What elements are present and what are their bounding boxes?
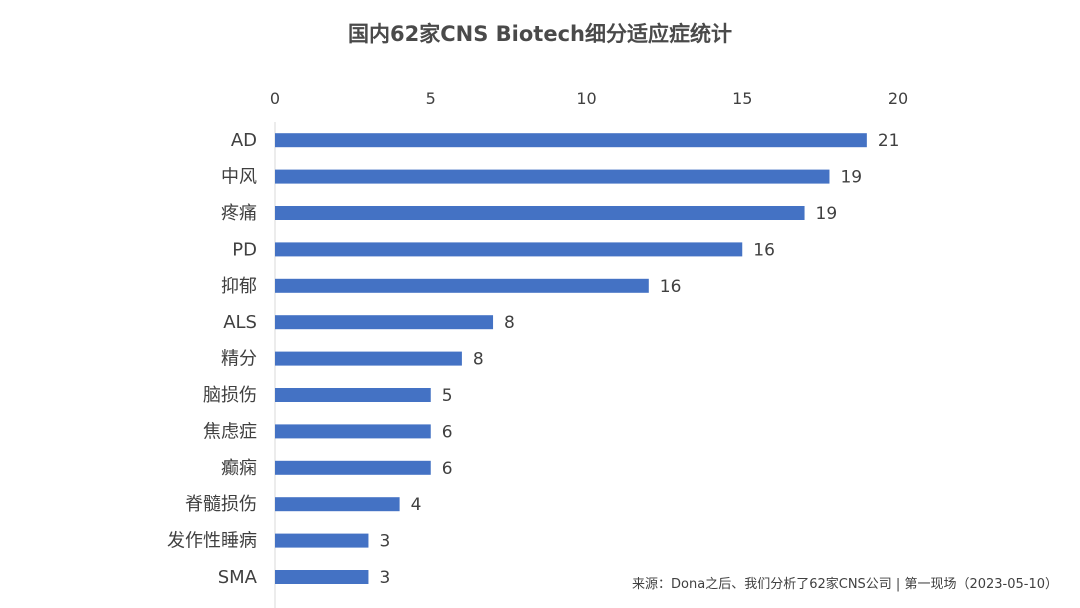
x-axis-ticks: 0 5 10 15 20: [270, 89, 908, 108]
bar: [275, 169, 830, 184]
data-label: 3: [379, 568, 390, 588]
bar: [275, 242, 743, 257]
category-label: 脑损伤: [203, 385, 257, 406]
data-label: 16: [753, 240, 775, 260]
category-label: 精分: [221, 349, 257, 370]
data-label: 6: [442, 422, 453, 442]
data-label: 19: [840, 168, 862, 188]
category-label: 疼痛: [221, 203, 257, 224]
data-label: 6: [442, 459, 453, 479]
category-label: SMA: [218, 567, 258, 588]
category-label: 癫痫: [221, 458, 257, 479]
bar: [275, 497, 400, 512]
bar: [275, 315, 494, 330]
x-tick-label: 15: [732, 89, 752, 108]
data-label: 8: [473, 350, 484, 370]
x-tick-label: 10: [576, 89, 596, 108]
category-label: 抑郁: [221, 276, 257, 297]
data-label: 16: [660, 277, 682, 297]
bar: [275, 351, 462, 366]
bar: [275, 460, 431, 475]
source-note: 来源：Dona之后、我们分析了62家CNS公司 | 第一现场（2023-05-1…: [632, 577, 1058, 592]
bars: [275, 133, 867, 584]
data-label: 19: [816, 204, 838, 224]
x-tick-label: 5: [426, 89, 436, 108]
category-label: 脊髓损伤: [185, 494, 257, 515]
category-label: ALS: [223, 312, 257, 333]
data-label: 5: [442, 386, 453, 406]
bar: [275, 424, 431, 439]
category-label: PD: [232, 239, 257, 260]
bar: [275, 206, 805, 220]
bar: [275, 133, 867, 148]
x-tick-label: 20: [888, 89, 908, 108]
chart-title: 国内62家CNS Biotech细分适应症统计: [348, 22, 732, 46]
x-tick-label: 0: [270, 89, 280, 108]
bar: [275, 533, 369, 548]
bar: [275, 388, 431, 402]
data-label: 21: [878, 131, 900, 151]
data-label: 8: [504, 313, 515, 333]
category-label: 焦虑症: [203, 421, 257, 442]
data-label: 3: [379, 532, 390, 552]
category-label: 中风: [221, 167, 257, 188]
data-label: 4: [411, 495, 422, 515]
bar: [275, 570, 369, 584]
bar: [275, 278, 649, 293]
category-label: 发作性睡病: [167, 531, 257, 552]
category-label: AD: [231, 130, 257, 151]
